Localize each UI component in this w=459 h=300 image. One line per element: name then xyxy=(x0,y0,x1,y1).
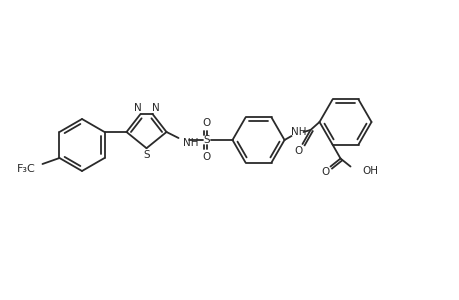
Text: OH: OH xyxy=(362,166,378,176)
Text: O: O xyxy=(202,118,210,128)
Text: O: O xyxy=(294,146,302,156)
Text: O: O xyxy=(321,167,329,176)
Text: F₃C: F₃C xyxy=(17,164,35,174)
Text: NH: NH xyxy=(290,127,306,137)
Text: S: S xyxy=(203,135,209,145)
Text: N: N xyxy=(134,103,141,113)
Text: O: O xyxy=(202,152,210,162)
Text: NH: NH xyxy=(182,138,197,148)
Text: N: N xyxy=(151,103,159,113)
Text: S: S xyxy=(143,150,150,160)
